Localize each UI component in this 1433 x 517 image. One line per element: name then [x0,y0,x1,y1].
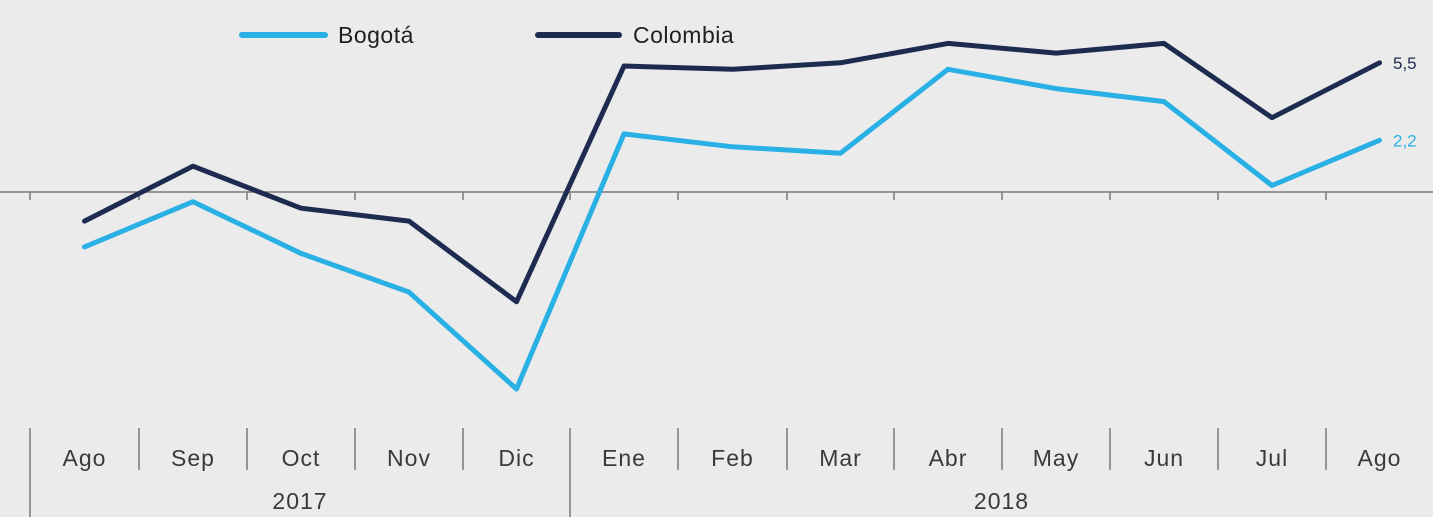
x-tick-label: Feb [711,445,754,471]
x-group-label: 2017 [272,488,327,514]
x-tick-label: Ene [602,445,646,471]
x-tick-label: Abr [929,445,968,471]
x-tick-label: Ago [63,445,107,471]
x-tick-label: Nov [387,445,431,471]
x-tick-label: May [1033,445,1079,471]
legend-label: Bogotá [338,22,414,48]
series-line-colombia [82,40,1382,305]
x-tick-label: Mar [819,445,862,471]
x-tick-label: Oct [282,445,321,471]
x-tick-label: Dic [498,445,534,471]
legend-label: Colombia [633,22,734,48]
legend-item: Bogotá [239,22,414,48]
series-end-label: 5,5 [1393,54,1417,73]
x-tick-label: Sep [171,445,215,471]
x-tick-label: Jul [1256,445,1288,471]
series-end-label: 2,2 [1393,131,1417,150]
x-group-label: 2018 [974,488,1029,514]
x-tick-label: Ago [1358,445,1402,471]
series-line-bogot- [82,66,1382,392]
legend-item: Colombia [535,22,734,48]
x-tick-label: Jun [1144,445,1184,471]
